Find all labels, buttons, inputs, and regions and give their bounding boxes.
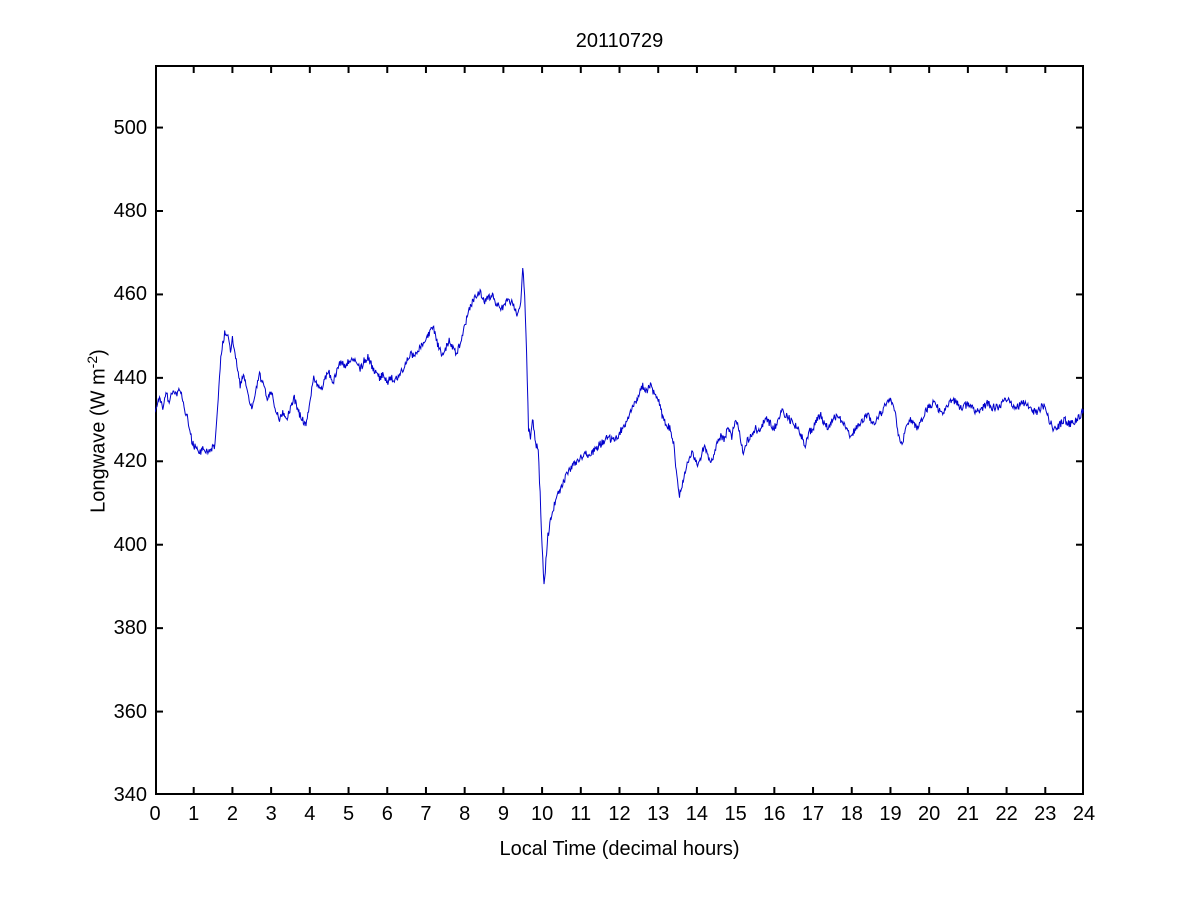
y-axis-label-text: Longwave (W m <box>87 368 110 513</box>
y-tick-label: 380 <box>113 617 147 640</box>
x-tick-label: 10 <box>530 803 554 825</box>
x-tick-label: 1 <box>188 803 200 825</box>
y-axis-label-suffix: ) <box>87 349 110 356</box>
x-tick-label: 17 <box>801 803 825 825</box>
x-tick-label: 12 <box>608 803 631 825</box>
y-tick-label: 480 <box>113 200 147 222</box>
x-tick-label: 2 <box>226 803 238 825</box>
x-tick-label: 20 <box>918 803 941 825</box>
plot-box <box>155 65 1084 795</box>
x-axis-label: Local Time (decimal hours) <box>499 838 740 860</box>
x-tick-label: 7 <box>420 803 432 825</box>
longwave-line <box>155 268 1084 585</box>
plot-area <box>155 65 1084 795</box>
x-tick-label: 8 <box>459 803 471 825</box>
y-tick-label: 340 <box>113 784 147 806</box>
x-tick-label: 9 <box>497 803 509 825</box>
y-tick-label: 360 <box>113 700 147 723</box>
x-tick-label: 19 <box>879 803 902 825</box>
x-tick-label: 4 <box>304 803 316 825</box>
x-tick-label: 21 <box>956 803 979 825</box>
y-tick-label: 500 <box>113 116 147 139</box>
y-axis-label: Longwave (W m-2) <box>84 301 110 561</box>
chart-title: 20110729 <box>575 30 664 52</box>
x-tick-label: 11 <box>570 803 592 825</box>
axis-ticks <box>155 65 1084 795</box>
x-tick-label: 5 <box>342 803 355 825</box>
x-tick-label: 14 <box>685 803 709 825</box>
y-tick-label: 400 <box>113 533 147 556</box>
x-tick-label: 24 <box>1072 803 1096 825</box>
x-tick-label: 23 <box>1034 803 1057 825</box>
x-tick-label: 15 <box>724 803 747 825</box>
y-tick-label: 460 <box>113 283 147 306</box>
x-tick-label: 13 <box>647 803 670 825</box>
y-tick-label: 420 <box>113 450 147 473</box>
x-tick-label: 0 <box>149 803 161 825</box>
x-tick-label: 3 <box>265 803 277 825</box>
x-tick-label: 22 <box>995 803 1018 825</box>
x-tick-label: 16 <box>763 803 786 825</box>
x-tick-label: 18 <box>840 803 863 825</box>
y-tick-label: 440 <box>113 366 147 389</box>
x-tick-label: 6 <box>381 803 393 825</box>
